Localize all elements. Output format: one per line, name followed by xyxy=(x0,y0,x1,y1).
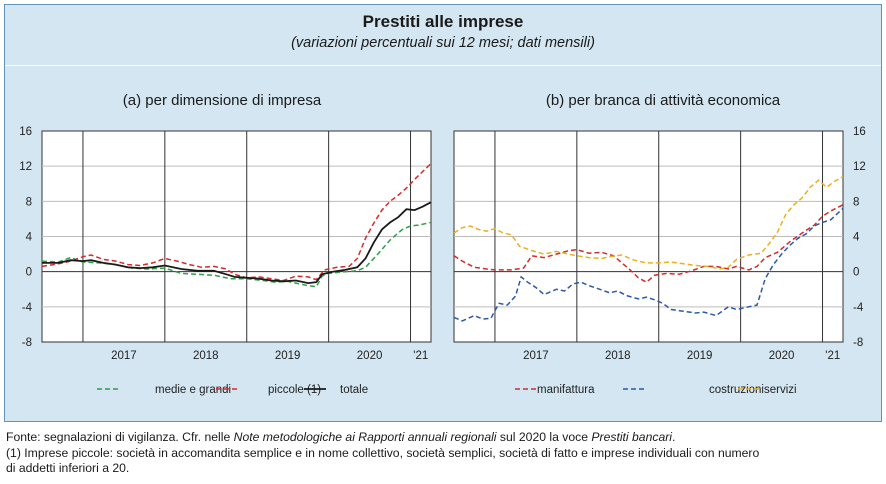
y-tick-label: -8 xyxy=(22,337,32,349)
series-line-costruzioni xyxy=(453,207,844,322)
year-label: '21 xyxy=(825,350,840,362)
year-label: '21 xyxy=(413,350,428,362)
source-italic-2: Prestiti bancari xyxy=(591,430,672,444)
legend-label: piccole (1) xyxy=(268,384,321,396)
chart-panel: Prestiti alle imprese (variazioni percen… xyxy=(4,4,882,422)
legend-label: medie e grandi xyxy=(155,384,231,396)
series-line-manifattura xyxy=(453,204,844,284)
year-label: 2018 xyxy=(193,350,219,362)
year-label: 2019 xyxy=(275,350,301,362)
footnote-line-1: (1) Imprese piccole: società in accomand… xyxy=(6,445,760,460)
chart-subtitle: (variazioni percentuali sui 12 mesi; dat… xyxy=(291,35,595,51)
y-tick-label: 16 xyxy=(19,126,32,138)
legend-label: totale xyxy=(340,384,368,396)
series-line-servizi xyxy=(453,176,844,270)
y-tick-label: -8 xyxy=(853,337,863,349)
year-label: 2018 xyxy=(605,350,631,362)
panel-title-1: (b) per branca di attività economica xyxy=(546,92,781,109)
y-tick-label: 12 xyxy=(19,161,32,173)
source-note: Fonte: segnalazioni di vigilanza. Cfr. n… xyxy=(6,430,882,446)
y-tick-label: 16 xyxy=(853,126,866,138)
legend-label: manifattura xyxy=(537,384,595,396)
year-label: 2020 xyxy=(769,350,795,362)
year-label: 2017 xyxy=(111,350,137,362)
y-tick-label: -4 xyxy=(853,302,864,314)
y-tick-label: 4 xyxy=(853,232,860,244)
year-label: 2019 xyxy=(687,350,713,362)
y-tick-label: 12 xyxy=(853,161,866,173)
series-line-piccole-1- xyxy=(41,162,432,282)
year-label: 2017 xyxy=(523,350,549,362)
y-tick-label: 8 xyxy=(26,196,32,208)
footnote-line-2: di addetti inferiori a 20. xyxy=(6,461,130,475)
charts-svg: 16 12 8 4 0 -4 -8 2017 2018 2019 2020 '21 (a) per di… xyxy=(19,92,866,396)
source-prefix: Fonte: segnalazioni di vigilanza. Cfr. n… xyxy=(6,430,234,444)
source-mid: sul 2020 la voce xyxy=(496,430,592,444)
y-tick-label: 4 xyxy=(26,232,33,244)
legend-label: costruzioni xyxy=(709,384,764,396)
year-label: 2020 xyxy=(357,350,383,362)
panel-title-0: (a) per dimensione di impresa xyxy=(123,92,322,109)
notes: Fonte: segnalazioni di vigilanza. Cfr. n… xyxy=(6,430,882,477)
chart-title: Prestiti alle imprese xyxy=(362,12,524,31)
source-end: . xyxy=(672,430,676,444)
legend-label: servizi xyxy=(764,384,797,396)
y-tick-label: 8 xyxy=(853,196,859,208)
source-italic-1: Note metodologiche ai Rapporti annuali r… xyxy=(233,430,497,444)
title-area: Prestiti alle imprese (variazioni percen… xyxy=(5,5,881,66)
y-tick-label: 0 xyxy=(26,267,32,279)
y-tick-label: 0 xyxy=(853,267,859,279)
y-tick-label: -4 xyxy=(22,302,33,314)
series-line-totale xyxy=(42,201,432,285)
